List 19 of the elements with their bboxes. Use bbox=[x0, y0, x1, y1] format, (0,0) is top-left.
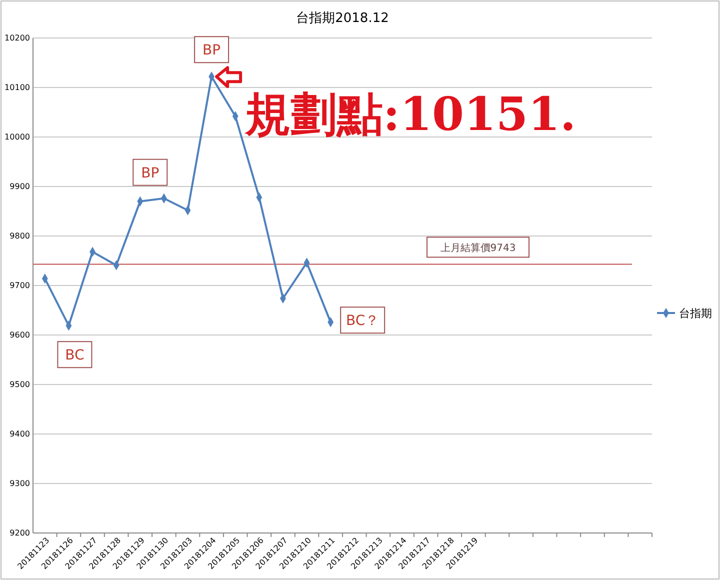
y-tick-label: 9300 bbox=[10, 479, 30, 488]
y-tick-label: 10000 bbox=[4, 132, 30, 142]
annotation: BP bbox=[202, 42, 221, 59]
y-tick-label: 9800 bbox=[10, 232, 30, 241]
y-tick-label: 9900 bbox=[10, 182, 30, 192]
legend-label: 台指期 bbox=[679, 306, 712, 320]
annotation: 規劃點:10151. bbox=[244, 87, 576, 141]
y-tick-label: 9400 bbox=[10, 430, 30, 439]
y-tick-label: 10100 bbox=[4, 83, 30, 92]
y-tick-label: 9600 bbox=[10, 330, 30, 340]
y-tick-label: 9700 bbox=[10, 281, 30, 290]
ref-line-label: 上月結算價9743 bbox=[440, 242, 516, 254]
y-tick-label: 9500 bbox=[10, 380, 30, 390]
chart-title: 台指期2018.12 bbox=[296, 11, 389, 26]
annotation: BC？ bbox=[346, 313, 380, 330]
y-tick-label: 9200 bbox=[10, 528, 30, 538]
y-tick-label: 10200 bbox=[4, 34, 30, 43]
annotation: BP bbox=[141, 165, 160, 182]
annotation: BC bbox=[65, 348, 84, 364]
